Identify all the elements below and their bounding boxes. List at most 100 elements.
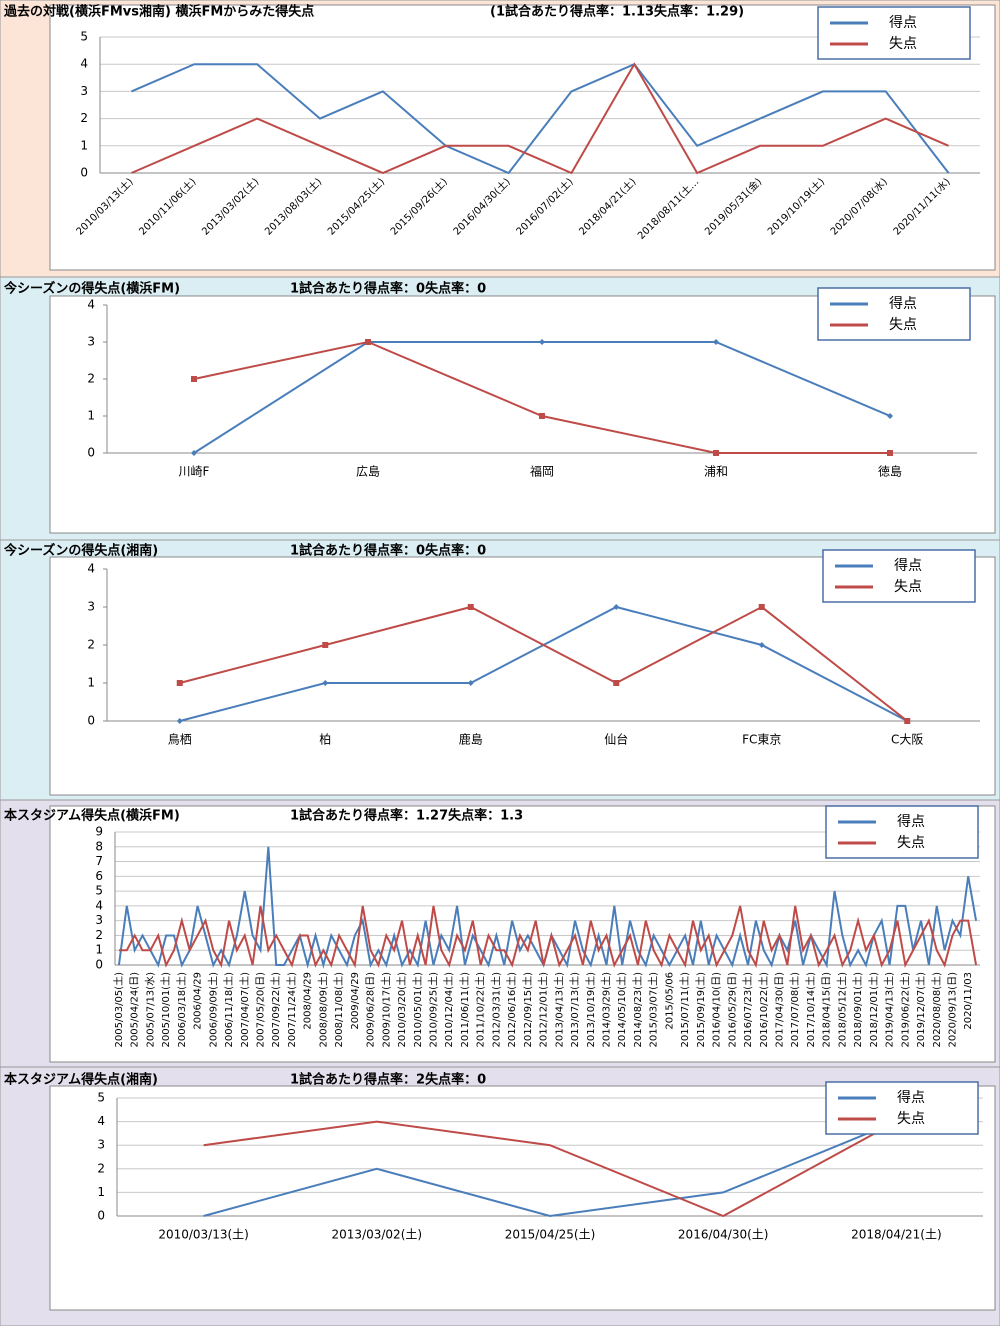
y-tick-label: 2 — [87, 372, 95, 386]
y-tick-label: 5 — [80, 30, 88, 44]
x-tick-label: 2020/11/03 — [963, 972, 974, 1030]
x-tick-label: 2016/07/23(土) — [741, 972, 754, 1048]
x-tick-label: C大阪 — [891, 733, 923, 747]
chart-subtitle: 1試合あたり得点率：1.27失点率：1.3 — [290, 808, 523, 824]
x-tick-label: 2018/09/01(土) — [851, 972, 864, 1048]
x-tick-label: 福岡 — [530, 464, 554, 479]
x-tick-label: 2018/12/01(土) — [867, 972, 880, 1048]
x-tick-label: 2017/10/14(土) — [804, 972, 817, 1048]
x-tick-label: 2013/04/13(土) — [552, 972, 565, 1048]
legend-label: 失点 — [889, 36, 917, 52]
x-tick-label: 2018/05/12(土) — [835, 972, 848, 1048]
y-tick-label: 7 — [95, 854, 103, 868]
x-tick-label: 2015/03/07(土) — [647, 972, 660, 1048]
legend-label: 得点 — [894, 557, 922, 574]
x-tick-label: 2013/10/19(土) — [584, 972, 597, 1048]
legend-label: 得点 — [889, 295, 917, 312]
x-tick-label: 2005/03/05(土) — [112, 972, 125, 1048]
marker — [613, 604, 620, 610]
x-tick-label: 2010/12/04(土) — [442, 972, 455, 1048]
y-tick-label: 0 — [87, 446, 95, 460]
legend-label: 失点 — [894, 579, 922, 595]
x-tick-label: 2015/07/11(土) — [678, 972, 691, 1048]
x-tick-label: 2009/10/17(土) — [379, 972, 392, 1048]
marker — [613, 680, 620, 686]
x-tick-label: 2016/05/29(日) — [727, 972, 738, 1048]
x-tick-label: 2006/03/18(土) — [175, 972, 188, 1048]
y-tick-label: 4 — [87, 298, 95, 312]
x-tick-label: 2016/04/10(日) — [712, 972, 723, 1048]
x-tick-label: 浦和 — [704, 465, 728, 479]
y-tick-label: 4 — [97, 1114, 105, 1128]
x-tick-label: 2011/10/22(土) — [474, 972, 487, 1048]
y-tick-label: 0 — [97, 1209, 105, 1223]
line — [118, 905, 978, 969]
y-tick-label: 6 — [95, 869, 103, 883]
x-tick-label: 2008/04/29 — [303, 972, 314, 1030]
y-tick-label: 3 — [95, 913, 103, 927]
marker — [467, 680, 474, 686]
marker — [539, 339, 545, 345]
y-tick-label: 4 — [87, 562, 95, 576]
y-tick-label: 2 — [80, 111, 88, 125]
x-tick-label: 鳥栖 — [168, 732, 192, 747]
x-tick-label: 2016/10/22(土) — [757, 972, 770, 1048]
line — [131, 62, 950, 175]
y-tick-label: 2 — [97, 1161, 105, 1175]
marker — [887, 450, 893, 456]
x-tick-label: 2010/03/13(土) — [158, 1228, 249, 1242]
marker — [467, 604, 474, 610]
marker — [176, 718, 183, 724]
x-tick-label: 広島 — [356, 464, 380, 479]
x-tick-label: 徳島 — [878, 464, 902, 479]
y-tick-label: 4 — [80, 57, 88, 71]
x-tick-label: 2017/07/08(土) — [788, 972, 801, 1048]
x-tick-label: 2007/05/20(日) — [255, 972, 266, 1048]
x-tick-label: 2020/09/13(日) — [947, 972, 958, 1048]
chart-subtitle: 1試合あたり得点率：0失点率：0 — [290, 543, 486, 559]
line — [203, 1120, 897, 1218]
x-tick-label: 2013/07/13(土) — [568, 972, 581, 1048]
x-tick-label: 2005/04/24(日) — [130, 972, 141, 1048]
legend-label: 得点 — [897, 1089, 925, 1106]
chart-subtitle: (1試合あたり得点率：1.13失点率：1.29) — [490, 4, 744, 20]
x-tick-label: 2005/10/01(土) — [159, 972, 172, 1048]
y-tick-label: 5 — [95, 884, 103, 898]
y-tick-label: 4 — [95, 898, 103, 912]
x-tick-label: 2012/09/15(土) — [521, 972, 534, 1048]
y-tick-label: 1 — [87, 409, 95, 423]
x-tick-label: 2005/07/13(水) — [144, 972, 156, 1048]
x-tick-label: 2019/06/22(土) — [898, 972, 911, 1048]
x-tick-label: 2014/05/10(土) — [615, 972, 628, 1048]
y-tick-label: 8 — [95, 839, 103, 853]
marker — [887, 413, 893, 419]
legend-label: 失点 — [897, 835, 925, 851]
line — [131, 62, 949, 175]
x-tick-label: 2010/03/20(土) — [395, 972, 408, 1048]
line — [203, 1120, 897, 1218]
marker — [322, 642, 329, 648]
x-tick-label: 柏 — [319, 732, 331, 747]
x-tick-label: 2007/11/24(土) — [285, 972, 298, 1048]
y-tick-label: 5 — [97, 1091, 105, 1105]
legend-box — [825, 1081, 979, 1135]
marker — [322, 680, 329, 686]
chart-title: 本スタジアム得失点(横浜FM) — [4, 808, 180, 824]
legend-label: 失点 — [897, 1111, 925, 1127]
legend-box — [817, 287, 971, 341]
x-tick-label: 2010/09/25(土) — [426, 972, 439, 1048]
x-tick-label: 仙台 — [604, 732, 628, 747]
legend-label: 得点 — [889, 14, 917, 31]
legend-label: 失点 — [889, 317, 917, 333]
x-tick-label: 2007/04/07(土) — [238, 972, 251, 1048]
x-tick-label: 2012/12/01(土) — [537, 972, 550, 1048]
x-tick-label: 2011/06/11(土) — [458, 972, 471, 1048]
marker — [713, 450, 719, 456]
x-tick-label: 2008/08/09(土) — [316, 972, 329, 1048]
legend-box — [825, 805, 979, 859]
x-tick-label: 鹿島 — [459, 732, 483, 747]
x-tick-label: 2015/09/19(土) — [694, 972, 707, 1048]
x-tick-label: 2007/09/22(土) — [269, 972, 282, 1048]
x-tick-label: 2017/04/30(日) — [774, 972, 785, 1048]
